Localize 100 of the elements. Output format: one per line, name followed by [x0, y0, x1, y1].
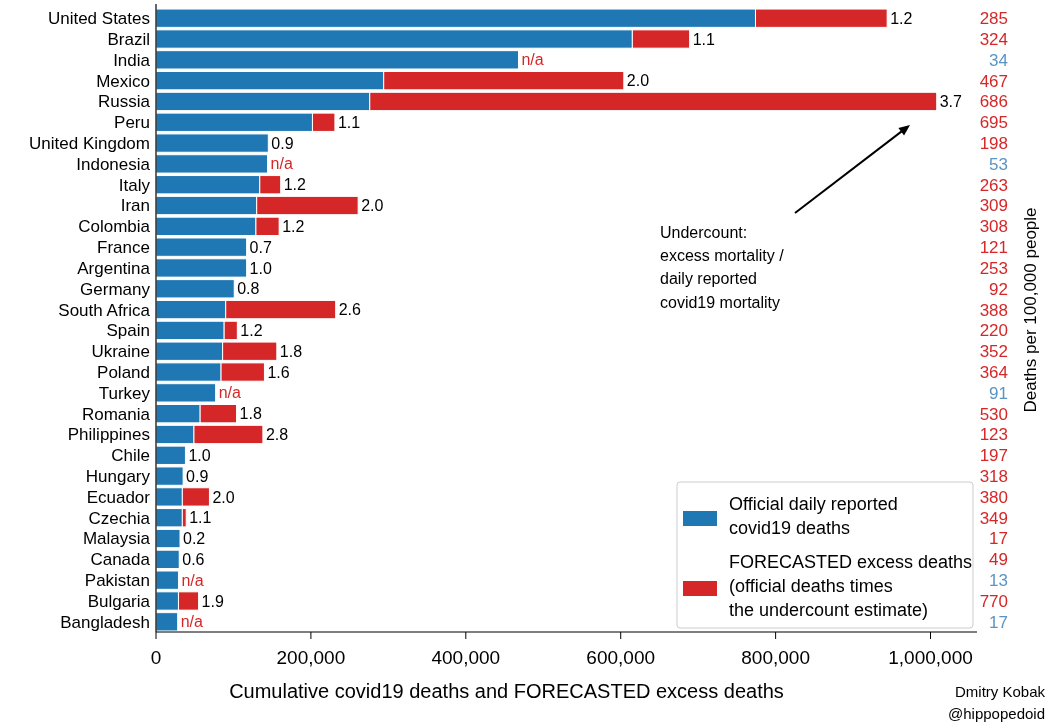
y2-tick-label: 695: [979, 113, 1008, 133]
annotation: 0.6: [182, 550, 205, 568]
y-tick-label: Ukraine: [91, 342, 150, 362]
y-tick-label: Russia: [98, 92, 151, 112]
y-tick-label: Spain: [106, 321, 150, 341]
y2-tick-label: 364: [979, 362, 1008, 382]
y-tick-label: Romania: [81, 404, 151, 424]
annotation: 0.2: [183, 530, 206, 548]
annotation: 1.2: [283, 176, 307, 194]
annotation: n/a: [181, 571, 204, 589]
y2-tick-label: 263: [979, 175, 1008, 195]
y2-tick-label: 285: [979, 9, 1008, 29]
legend-label: Official daily reported covid19 deaths: [729, 494, 898, 538]
annotation: 1.2: [282, 217, 305, 235]
y-tick-label: Hungary: [85, 467, 151, 487]
annotation: 0.8: [237, 280, 260, 298]
y2-tick-label: 467: [979, 71, 1008, 91]
y-tick-label: United States: [47, 9, 150, 29]
text: Dmitry Kobak @hippopedoid: [948, 683, 1046, 722]
annotation: 1.9: [201, 592, 224, 610]
y-tick-label: India: [113, 50, 151, 70]
y2-tick-label: 197: [979, 446, 1008, 466]
y-tick-label: Canada: [90, 550, 151, 570]
y-tick-label: Philippines: [67, 425, 150, 445]
y2-tick-label: 198: [979, 134, 1008, 154]
annotation: 1.1: [189, 509, 212, 527]
x-tick-label: 800,000: [741, 647, 810, 668]
annotation: n/a: [521, 51, 544, 69]
y-tick-label: Chile: [111, 446, 150, 466]
annotation: 2.8: [265, 426, 289, 444]
y-tick-label: France: [97, 238, 150, 258]
y-tick-label: Germany: [80, 279, 151, 299]
y2-tick-label: 123: [979, 425, 1008, 445]
y2-tick-label: 49: [989, 550, 1008, 570]
x-tick-label: 1,000,000: [888, 647, 973, 668]
y-tick-label: Mexico: [96, 71, 150, 91]
y2-tick-label: 308: [979, 217, 1008, 237]
y2-axis-title: Deaths per 100,000 people: [1021, 207, 1040, 413]
y-tick-label: Colombia: [78, 217, 151, 237]
y2-tick-label: 530: [979, 404, 1008, 424]
y2-tick-label: 388: [979, 300, 1008, 320]
y2-tick-label: 349: [979, 508, 1008, 528]
legend-label: FORECASTED excess deaths (official deaths times the undercount estimate): [729, 552, 973, 620]
annotation: 1.1: [337, 113, 361, 131]
annotation: 0.9: [186, 467, 209, 485]
y-tick-label: South Africa: [58, 300, 151, 320]
x-tick-label: 400,000: [431, 647, 501, 668]
x-tick-label: 600,000: [586, 647, 656, 668]
x-tick-label: 200,000: [276, 647, 346, 668]
y2-tick-label: 324: [979, 29, 1008, 49]
annotation: 2.0: [626, 72, 650, 90]
annotation: 1.0: [249, 259, 272, 277]
y-tick-label: Pakistan: [84, 571, 150, 591]
y2-tick-label: 309: [979, 196, 1008, 216]
annotation: Undercount: excess mortality / daily reported covid19 mortality: [660, 224, 785, 311]
annotation: 1.2: [890, 9, 913, 27]
y2-tick-label: 92: [989, 279, 1008, 299]
annotation: n/a: [180, 613, 204, 631]
y-tick-label: Ecuador: [86, 487, 151, 507]
y2-tick-label: 34: [989, 50, 1008, 70]
annotation: 2.0: [212, 488, 235, 506]
y-tick-label: Bulgaria: [87, 591, 151, 611]
annotation: 2.6: [338, 301, 362, 319]
annotation: 1.2: [240, 322, 263, 340]
annotation: 1.0: [188, 446, 211, 464]
y2-tick-label: 352: [979, 342, 1008, 362]
y-tick-label: Poland: [97, 362, 150, 382]
annotation: 1.1: [692, 30, 715, 48]
y2-tick-label: 121: [979, 238, 1008, 258]
y-tick-label: Bangladesh: [60, 612, 150, 632]
annotation: n/a: [218, 384, 241, 402]
y2-tick-label: 91: [989, 383, 1008, 403]
annotation: 3.7: [939, 93, 963, 111]
annotation: 1.8: [279, 342, 303, 360]
y2-tick-label: 686: [979, 92, 1008, 112]
y-tick-label: Turkey: [98, 383, 151, 403]
y2-tick-label: 318: [979, 467, 1008, 487]
x-tick-label: 0: [150, 647, 162, 668]
annotation: 0.7: [249, 238, 272, 256]
annotation: 0.9: [271, 134, 294, 152]
annotation: n/a: [270, 155, 293, 173]
annotation: 1.6: [267, 363, 290, 381]
annotation: 1.8: [239, 405, 262, 423]
y2-tick-label: 380: [979, 487, 1008, 507]
y2-tick-label: 253: [979, 258, 1008, 278]
y2-tick-label: 220: [979, 321, 1008, 341]
y-tick-label: United Kingdom: [29, 134, 150, 154]
annotation: 2.0: [361, 197, 384, 215]
y-tick-label: Argentina: [77, 258, 151, 278]
y-tick-label: Peru: [114, 113, 150, 133]
y2-tick-label: 13: [989, 571, 1008, 591]
y-tick-label: Czechia: [88, 508, 151, 528]
y2-tick-label: 17: [989, 529, 1008, 549]
y-tick-label: Indonesia: [76, 154, 151, 174]
y-tick-label: Iran: [120, 196, 150, 216]
y2-tick-label: 53: [989, 154, 1008, 174]
y2-tick-label: 17: [989, 612, 1008, 632]
y-tick-label: Brazil: [107, 29, 150, 49]
y2-tick-label: 770: [979, 591, 1008, 611]
y-tick-label: Malaysia: [82, 529, 151, 549]
